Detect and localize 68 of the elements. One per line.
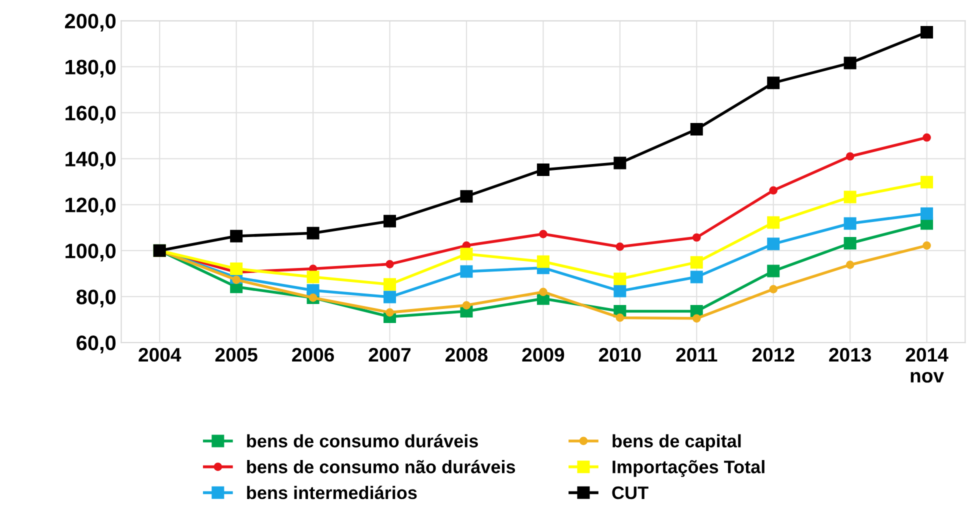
point <box>690 270 703 284</box>
point <box>844 217 856 230</box>
point <box>460 248 473 260</box>
point <box>536 255 550 268</box>
point <box>920 26 934 39</box>
point <box>384 290 396 304</box>
point <box>769 186 778 195</box>
point <box>767 264 780 278</box>
x-tick-label: 2012 <box>752 348 794 362</box>
point <box>922 241 931 250</box>
y-tick-label: 100,0 <box>66 244 116 262</box>
point <box>920 207 934 220</box>
point <box>230 230 243 242</box>
point <box>384 214 396 228</box>
point <box>767 238 780 250</box>
point <box>920 176 934 188</box>
point <box>614 272 626 286</box>
x-tick-label: 2010 <box>598 348 641 362</box>
point <box>386 260 394 268</box>
y-tick-label: 80,0 <box>76 290 116 308</box>
point <box>462 301 471 310</box>
x-tick-label: 2013 <box>829 348 871 362</box>
point <box>460 265 473 278</box>
y-tick-label: 160,0 <box>66 106 116 124</box>
point <box>539 288 548 296</box>
y-tick-label: 120,0 <box>66 198 116 216</box>
point <box>690 256 703 269</box>
y-tick-label: 140,0 <box>66 152 116 170</box>
legend-label: bens de capital <box>612 434 741 452</box>
legend-label: Importações Total <box>612 460 764 477</box>
point <box>844 56 856 70</box>
point <box>539 230 548 238</box>
x-tick-label: 2007 <box>368 348 411 362</box>
point <box>306 226 320 240</box>
y-tick-label: 60,0 <box>76 336 116 354</box>
point <box>616 314 624 322</box>
point <box>384 278 396 291</box>
point <box>616 242 624 251</box>
point <box>536 163 550 176</box>
point <box>922 133 931 142</box>
y-tick-label: 180,0 <box>66 60 116 78</box>
x-tick-label: 2004 <box>138 348 182 362</box>
point <box>614 284 626 298</box>
point <box>767 76 780 90</box>
point <box>614 156 626 170</box>
point <box>767 216 780 229</box>
point <box>846 260 854 270</box>
legend-label: bens intermediários <box>247 486 417 500</box>
point <box>846 152 854 161</box>
legend-label: CUT <box>612 486 648 500</box>
point <box>306 270 320 284</box>
legend-label: bens de consumo não duráveis <box>247 460 516 474</box>
y-tick-label: 200,0 <box>64 14 116 32</box>
point <box>690 122 703 136</box>
x-tick-label: 2014 nov <box>906 348 948 383</box>
x-tick-label: 2009 <box>522 348 564 362</box>
point <box>769 285 778 294</box>
point <box>844 236 856 250</box>
point <box>230 262 243 276</box>
x-tick-label: 2008 <box>446 348 488 362</box>
x-tick-label: 2011 <box>676 348 718 362</box>
point <box>844 190 856 204</box>
point <box>692 314 701 323</box>
legend-label: bens de consumo duráveis <box>247 434 478 448</box>
point <box>460 190 473 203</box>
x-tick-label: 2006 <box>292 348 334 362</box>
point <box>692 233 701 242</box>
x-tick-label: 2005 <box>215 348 258 362</box>
